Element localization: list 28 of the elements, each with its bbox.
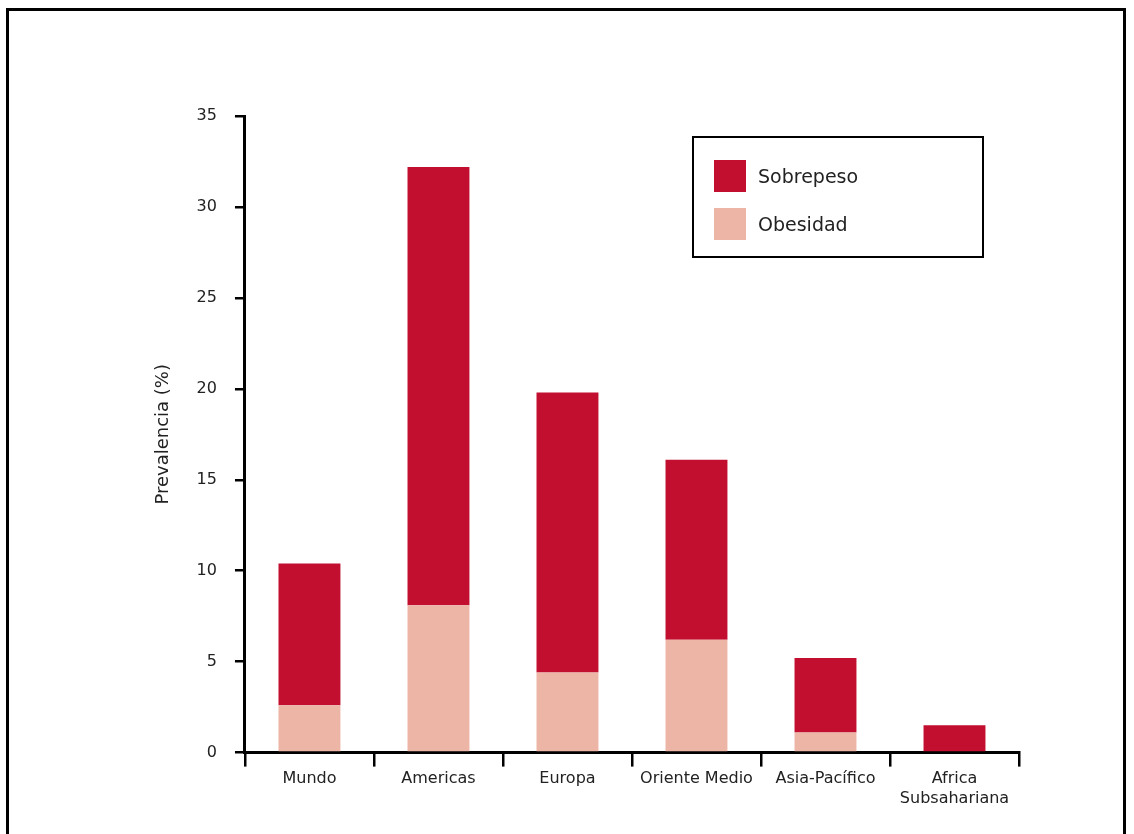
y-tick-label: 35 [196,105,217,125]
y-tick-label: 5 [206,650,217,670]
bar [407,166,470,606]
bar [923,725,986,752]
legend-label: Sobrepeso [758,165,859,187]
y-tick-label: 10 [196,559,217,579]
y-axis-title: Prevalencia (%) [151,364,173,505]
x-tick-label: Americas [401,768,476,788]
legend-label: Obesidad [758,213,848,235]
bar [536,392,599,673]
y-tick-label: 20 [196,377,217,397]
y-tick-label: 25 [196,287,217,307]
x-tick-label: Mundo [282,768,337,788]
bar [536,672,599,752]
bar [407,605,470,752]
y-tick-label: 30 [196,196,217,216]
x-tick-label: Oriente Medio [640,768,753,788]
bar [278,563,341,706]
x-tick-label: Europa [539,768,596,788]
x-tick-label: Africa Subsahariana [899,768,1010,807]
x-tick-label: Asia-Pacífico [775,768,876,788]
bar [665,459,728,640]
bar [794,732,857,752]
y-tick-label: 15 [196,468,217,488]
bar [794,658,857,733]
bar [665,639,728,752]
bar [278,705,341,752]
y-tick-label: 0 [206,741,217,761]
